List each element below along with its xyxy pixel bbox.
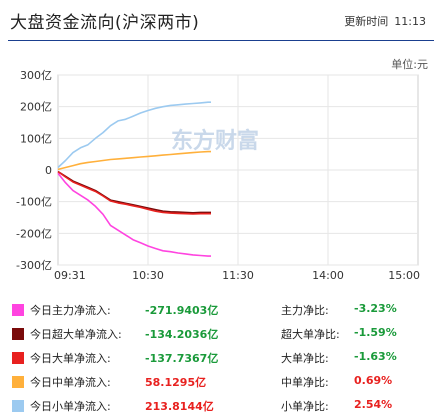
update-label: 更新时间 xyxy=(344,15,389,28)
series-line-large xyxy=(57,170,211,215)
y-tick-label: 100亿 xyxy=(20,132,52,145)
ratio-value: 0.69% xyxy=(354,374,393,387)
update-time-label: 更新时间 11:13 xyxy=(344,13,426,29)
ratio-value: 2.54% xyxy=(354,398,393,411)
header-divider xyxy=(8,40,434,41)
y-tick-label: -300亿 xyxy=(16,259,52,272)
ratio-label: 超大单净比: xyxy=(281,328,340,341)
legend-row-main: 今日主力净流入: -271.9403亿 主力净比: -3.23% xyxy=(0,300,442,320)
ratio-value: -3.23% xyxy=(354,302,397,315)
x-tick-label: 10:30 xyxy=(132,269,164,282)
legend-value: 58.1295亿 xyxy=(145,376,207,389)
series-line-medium xyxy=(57,150,211,171)
update-time: 11:13 xyxy=(394,15,426,28)
y-tick-label: -200亿 xyxy=(16,227,52,240)
legend-label: 今日中单净流入: xyxy=(30,376,111,389)
legend-row-medium: 今日中单净流入: 58.1295亿 中单净比: 0.69% xyxy=(0,372,442,392)
ratio-label: 小单净比: xyxy=(281,400,329,413)
legend-swatch xyxy=(12,352,24,364)
legend-row-super: 今日超大单净流入: -134.2036亿 超大单净比: -1.59% xyxy=(0,324,442,344)
ratio-label: 中单净比: xyxy=(281,376,329,389)
legend-swatch xyxy=(12,400,24,412)
legend-row-small: 今日小单净流入: 213.8144亿 小单净比: 2.54% xyxy=(0,396,442,416)
legend-swatch xyxy=(12,376,24,388)
y-tick-label: 300亿 xyxy=(20,69,52,82)
page-title: 大盘资金流向(沪深两市) xyxy=(10,13,200,33)
legend-swatch xyxy=(12,304,24,316)
legend-label: 今日大单净流入: xyxy=(30,352,111,365)
y-tick-label: 0 xyxy=(45,164,52,177)
ratio-label: 主力净比: xyxy=(281,304,329,317)
watermark-logo: 东方财富 xyxy=(171,128,259,154)
series-line-super xyxy=(57,170,211,214)
legend-label: 今日小单净流入: xyxy=(30,400,111,413)
legend-swatch xyxy=(12,328,24,340)
legend-label: 今日超大单净流入: xyxy=(30,328,122,341)
series-line-main xyxy=(57,172,211,257)
ratio-value: -1.59% xyxy=(354,326,397,339)
legend-value: 213.8144亿 xyxy=(145,400,214,413)
legend-label: 今日主力净流入: xyxy=(30,304,111,317)
x-tick-label: 09:31 xyxy=(54,269,86,282)
header: 大盘资金流向(沪深两市) 更新时间 11:13 xyxy=(0,0,442,42)
x-tick-label: 11:30 xyxy=(222,269,254,282)
series-line-small xyxy=(57,101,211,169)
ratio-value: -1.63% xyxy=(354,350,397,363)
x-tick-label: 15:00 xyxy=(388,269,420,282)
unit-label: 单位:元 xyxy=(391,58,428,71)
ratio-label: 大单净比: xyxy=(281,352,329,365)
legend-value: -271.9403亿 xyxy=(145,304,219,317)
y-tick-label: -100亿 xyxy=(16,196,52,209)
y-tick-label: 200亿 xyxy=(20,101,52,114)
legend-row-large: 今日大单净流入: -137.7367亿 大单净比: -1.63% xyxy=(0,348,442,368)
legend-value: -137.7367亿 xyxy=(145,352,219,365)
x-tick-label: 14:00 xyxy=(312,269,344,282)
legend-value: -134.2036亿 xyxy=(145,328,219,341)
